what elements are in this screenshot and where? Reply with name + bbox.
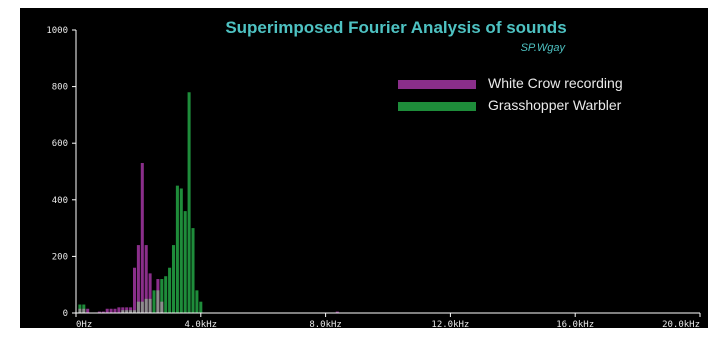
bar-overlap <box>82 308 86 313</box>
bar-grasshopper-warbler <box>175 185 179 313</box>
bar-white-crow-recording <box>101 311 105 313</box>
bars-group <box>78 92 339 313</box>
bar-grasshopper-warbler <box>191 228 195 313</box>
bar-white-crow-recording <box>109 308 113 313</box>
y-tick-label: 0 <box>63 309 68 319</box>
bar-grasshopper-warbler <box>187 92 191 313</box>
bar-white-crow-recording <box>129 307 133 313</box>
bar-white-crow-recording <box>136 245 140 313</box>
y-ticks-group: 1000 800 600 400 200 0 <box>46 26 76 319</box>
bar-white-crow-recording <box>97 311 101 313</box>
x-tick-label: 8.0kHz <box>309 320 342 328</box>
bar-overlap <box>148 298 152 313</box>
x-tick-label: 16.0kHz <box>556 320 594 328</box>
bar-white-crow-recording <box>125 307 129 313</box>
bar-white-crow-recording <box>144 245 148 313</box>
bar-white-crow-recording <box>113 308 117 313</box>
bar-white-crow-recording <box>121 307 125 313</box>
y-tick-label: 800 <box>52 83 68 93</box>
bar-white-crow-recording <box>86 308 90 313</box>
chart-frame: Superimposed Fourier Analysis of sounds … <box>20 8 708 328</box>
chart-subtitle: SP.Wgay <box>521 42 567 54</box>
bar-white-crow-recording <box>148 273 152 313</box>
legend-label-grasshopper-warbler: Grasshopper Warbler <box>488 97 622 113</box>
chart-title: Superimposed Fourier Analysis of sounds <box>225 18 566 37</box>
legend-label-white-crow: White Crow recording <box>488 75 623 91</box>
x-tick-label: 12.0kHz <box>431 320 469 328</box>
bar-overlap <box>156 290 160 313</box>
legend-swatch-white-crow <box>398 80 476 89</box>
bar-grasshopper-warbler <box>168 267 172 313</box>
bar-white-crow-recording <box>335 311 339 313</box>
bar-overlap <box>160 301 164 313</box>
bar-white-crow-recording <box>132 267 137 313</box>
y-tick-label: 400 <box>52 196 68 206</box>
bar-overlap <box>144 298 148 313</box>
y-tick-label: 1000 <box>46 26 68 36</box>
bar-grasshopper-warbler <box>160 279 164 313</box>
bar-overlap <box>78 308 82 313</box>
y-tick-label: 600 <box>52 139 68 149</box>
bar-overlap <box>121 310 125 313</box>
legend-swatch-grasshopper-warbler <box>398 102 476 111</box>
bar-white-crow-recording <box>105 308 109 313</box>
bar-white-crow-recording <box>140 163 144 313</box>
bar-grasshopper-warbler <box>152 290 156 313</box>
x-tick-label: 20.0kHz <box>662 320 700 328</box>
x-tick-label: 4.0kHz <box>185 320 218 328</box>
bar-grasshopper-warbler <box>195 290 199 313</box>
bar-grasshopper-warbler <box>179 188 183 313</box>
bar-overlap <box>125 310 129 313</box>
bar-overlap <box>129 310 133 313</box>
bar-grasshopper-warbler <box>183 211 187 313</box>
y-tick-label: 200 <box>52 252 68 262</box>
fourier-chart: Superimposed Fourier Analysis of sounds … <box>20 8 708 328</box>
x-tick-label: 0Hz <box>76 320 92 328</box>
bar-overlap <box>140 301 144 313</box>
bar-grasshopper-warbler <box>171 245 176 313</box>
bar-grasshopper-warbler <box>199 301 203 313</box>
bar-grasshopper-warbler <box>164 276 168 313</box>
bar-overlap <box>132 310 137 313</box>
legend: White Crow recording Grasshopper Warbler <box>398 75 623 113</box>
bar-white-crow-recording <box>117 307 121 313</box>
x-ticks-group: 0Hz 4.0kHz 8.0kHz 12.0kHz 16.0kHz 20.0kHz <box>75 313 701 328</box>
bar-overlap <box>136 301 140 313</box>
chart-background <box>20 8 708 328</box>
